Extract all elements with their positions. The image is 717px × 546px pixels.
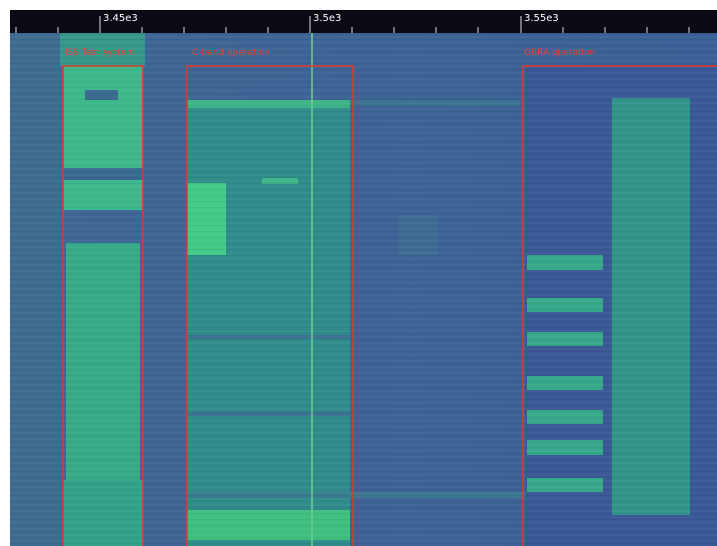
axis-tick-label: 3.5e3 xyxy=(313,13,341,24)
axis-tick-label: 3.45e3 xyxy=(103,13,138,24)
annotation-label: GBRA operation xyxy=(524,48,595,58)
annotation-label: C-band operation xyxy=(192,48,270,58)
page: ISS Test system C-band operation GBRA op… xyxy=(0,0,717,546)
axis-tick-label: 3.55e3 xyxy=(524,13,559,24)
annotation-label: ISS Test system xyxy=(65,48,135,58)
spectrogram xyxy=(10,33,717,546)
frequency-axis: 3.45e3 3.5e3 3.55e3 xyxy=(10,10,717,33)
waterfall-view: ISS Test system C-band operation GBRA op… xyxy=(0,0,717,546)
